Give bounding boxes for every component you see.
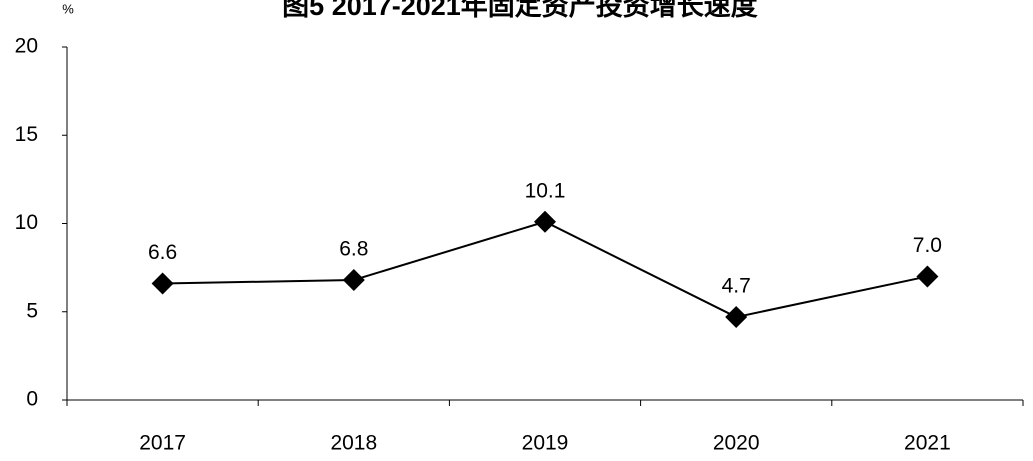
y-tick-label: 10 bbox=[15, 211, 38, 234]
y-unit: % bbox=[62, 1, 74, 16]
x-tick-label: 2020 bbox=[713, 432, 760, 455]
marker bbox=[534, 210, 556, 233]
y-tick-label: 5 bbox=[26, 299, 38, 322]
data-label: 7.0 bbox=[913, 234, 942, 257]
x-tick-label: 2018 bbox=[330, 432, 377, 455]
data-label: 4.7 bbox=[722, 275, 751, 298]
x-tick-label: 2021 bbox=[904, 432, 951, 455]
x-tick-label: 2017 bbox=[139, 432, 186, 455]
marker bbox=[916, 265, 939, 288]
y-tick-label: 20 bbox=[15, 35, 38, 58]
chart-title: 图5 2017-2021年固定资产投资增长速度 bbox=[282, 0, 758, 21]
y-tick-label: 0 bbox=[26, 388, 38, 411]
marker bbox=[725, 306, 748, 329]
y-tick-label: 15 bbox=[15, 123, 38, 146]
data-label: 6.8 bbox=[339, 238, 368, 261]
marker bbox=[342, 268, 365, 291]
line bbox=[162, 220, 928, 319]
data-label: 6.6 bbox=[148, 241, 177, 264]
marker bbox=[151, 272, 174, 295]
x-tick-label: 2019 bbox=[522, 432, 569, 455]
data-label: 10.1 bbox=[525, 179, 566, 202]
